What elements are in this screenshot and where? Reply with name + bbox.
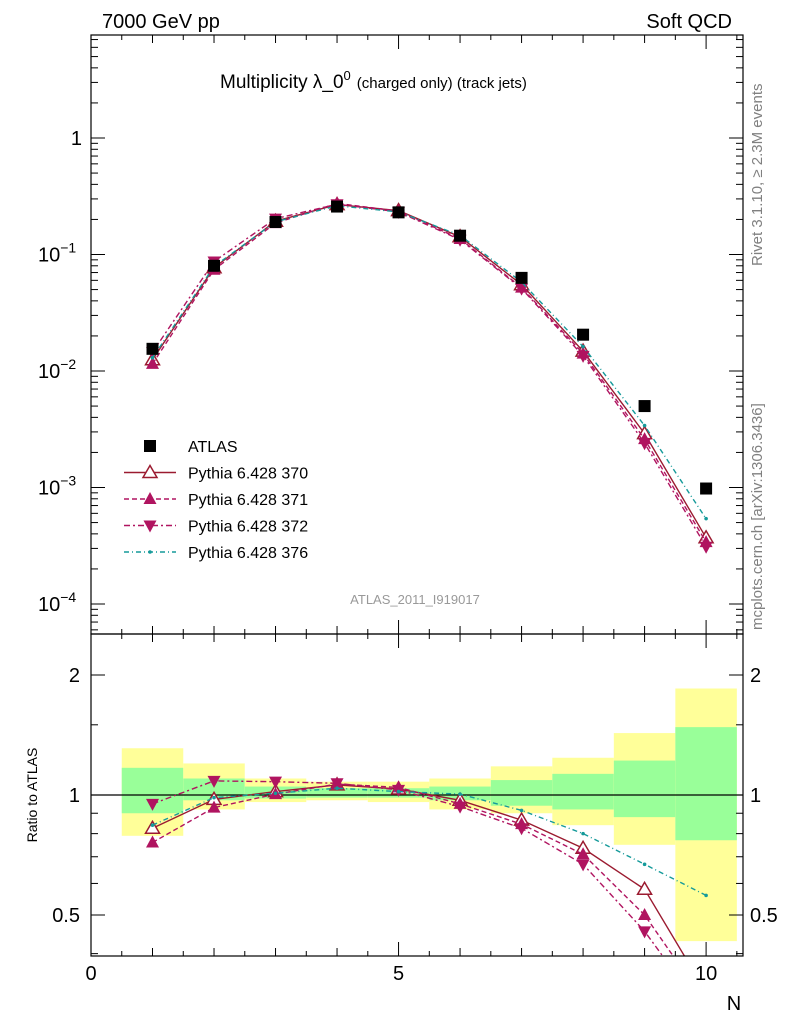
axis-ticks: 0 5 10 1 10−1 10−2 10−3 10−4 2 2 1 1 0.5 0.5 [38,35,778,985]
y-tick-label: 10−4 [38,589,76,616]
ratio-point-p372 [576,859,590,872]
legend-label: ATLAS [188,439,238,456]
ratio-y-tick-label-right: 1 [750,785,761,807]
ratio-point-p371 [576,847,590,860]
top-point-data [392,206,405,219]
top-point-p372 [576,350,590,363]
ratio-point-p372 [146,798,160,811]
side-label-bottom: mcplots.cern.ch [arXiv:1306.3436] [749,403,766,630]
y-tick-label: 10−3 [38,473,76,500]
top-point-data [454,229,467,242]
uncertainty-band-inner [552,773,614,810]
legend-label: Pythia 6.428 376 [188,545,308,562]
uncertainty-band-inner [675,727,737,841]
ratio-ylabel: Ratio to ATLAS [24,748,40,843]
ratio-point-p376 [273,791,278,796]
side-label-top: Rivet 3.1.10, ≥ 2.3M events [749,84,766,267]
top-point-p371 [146,356,160,369]
ratio-point-p376 [335,786,339,791]
ratio-line-p371 [152,783,674,956]
ratio-point-p376 [150,823,155,827]
ratio-point-p372 [269,776,283,789]
ratio-point-p376 [519,808,524,813]
ratio-line-p376 [152,787,707,897]
x-tick-label: 0 [85,963,96,985]
top-point-p376 [704,516,708,521]
legend-marker-p371 [143,492,157,504]
title-main: Multiplicity λ_0 [220,72,344,93]
ratio-point-p376 [581,831,585,836]
ratio-point-p372 [453,801,467,814]
ratio-y-tick-label-right: 2 [750,665,761,687]
top-point-data [146,342,159,355]
watermark: ATLAS_2011_I919017 [350,592,480,607]
top-point-p372 [515,283,529,296]
ratio-y-tick-label-left: 2 [69,665,80,687]
top-point-p372 [699,541,713,554]
top-point-data [208,259,221,272]
uncertainty-band-inner [613,760,676,818]
top-point-data [331,200,344,213]
top-point-data [269,216,282,229]
ratio-point-p370 [144,819,161,835]
top-point-p376 [581,344,585,349]
legend-label: Pythia 6.428 372 [188,519,308,536]
ratio-point-p376 [642,862,647,867]
top-line-p376 [151,205,707,520]
top-point-p376 [150,355,155,360]
uncertainty-band-inner [490,780,553,806]
x-tick-label: 5 [393,963,404,985]
ratio-line-p372 [152,780,664,956]
ratio-point-p372 [515,823,529,836]
legend-marker-p370 [141,464,159,479]
ratio-bands [91,688,743,942]
top-point-p372 [638,438,652,451]
x-axis-label: N [727,993,741,1015]
top-point-data [638,400,651,413]
header-left: 7000 GeV pp [102,11,220,33]
y-tick-label: 1 [71,128,82,150]
legend-marker-p376 [148,550,152,554]
ratio-y-tick-label-right: 0.5 [750,905,778,927]
ratio-point-p372 [330,778,344,791]
legend-marker-p372 [143,520,157,533]
top-point-data [515,271,528,284]
title-superscript: 0 [344,68,351,83]
main-title: Multiplicity λ_00 (charged only) (track j… [220,68,527,93]
header-right: Soft QCD [646,11,732,33]
data-marks [144,196,715,554]
ratio-point-p371 [638,908,652,920]
ratio-y-tick-label-left: 1 [69,785,80,807]
ratio-point-p376 [458,792,462,796]
top-point-data [577,328,590,341]
ratio-point-p372 [207,775,221,788]
ratio-point-p376 [396,789,401,794]
top-point-p376 [642,423,647,428]
ratio-point-p376 [704,893,708,898]
top-line-p370 [151,203,707,539]
x-tick-label: 10 [695,963,717,985]
legend-label: Pythia 6.428 370 [188,466,308,483]
ratio-point-p371 [146,835,160,848]
ratio-marks [144,775,708,956]
title-small: (charged only) (track jets) [357,75,527,92]
legend-marker-data [144,440,156,452]
y-tick-label: 10−2 [38,356,76,383]
ratio-point-p371 [207,800,221,813]
ratio-point-p372 [638,926,652,939]
ratio-point-p376 [212,795,216,800]
ratio-y-tick-label-left: 0.5 [52,905,80,927]
y-tick-label: 10−1 [38,240,76,267]
uncertainty-band-inner [306,788,368,798]
legend-label: Pythia 6.428 371 [188,492,308,509]
top-point-data [700,482,713,495]
ratio-point-p370 [636,880,653,896]
legend: ATLAS Pythia 6.428 370 Pythia 6.428 371 Pyt… [124,439,308,562]
